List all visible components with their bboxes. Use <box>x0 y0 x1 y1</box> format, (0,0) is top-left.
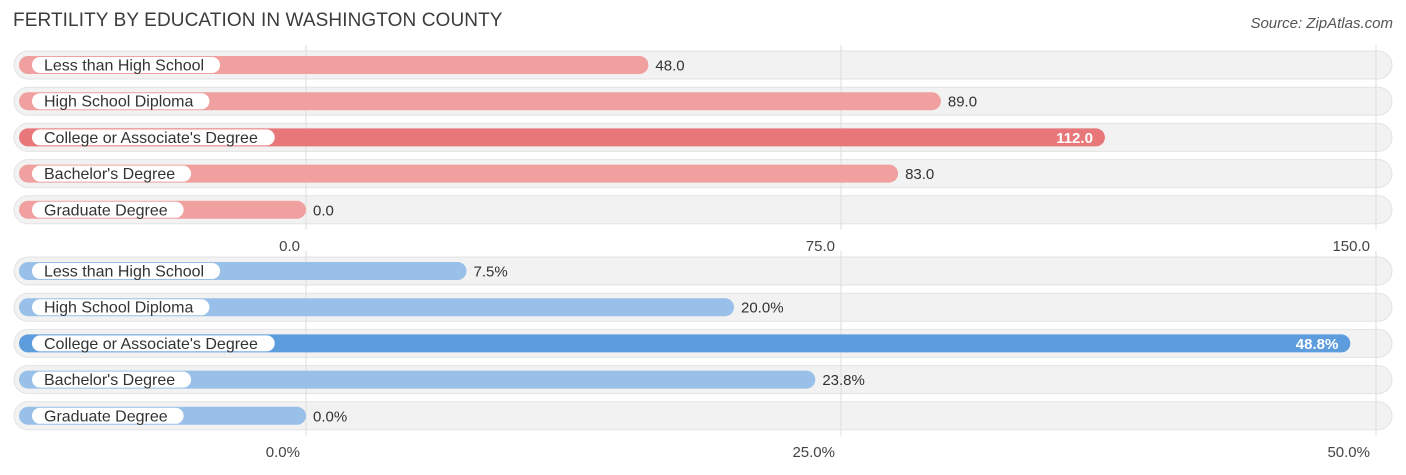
category-label: College or Associate's Degree <box>44 130 258 147</box>
bar-row: Graduate Degree 0.0% <box>19 406 347 425</box>
value-label: 20.0% <box>741 300 784 317</box>
category-label-background <box>32 129 275 146</box>
chart-2: Less than High School 7.5% High School Dip… <box>13 251 1393 461</box>
value-label: 112.0 <box>1056 130 1093 147</box>
category-label: High School Diploma <box>44 94 194 111</box>
value-label: 48.8% <box>1296 336 1339 353</box>
category-label-background <box>32 407 184 424</box>
category-label: Less than High School <box>44 58 204 75</box>
bar-row: Less than High School 48.0 <box>19 56 685 75</box>
bar-row: Bachelor's Degree 23.8% <box>19 370 865 389</box>
tick-label: 0.0% <box>266 444 300 461</box>
bar-row: College or Associate's Degree 112.0 <box>19 128 1105 147</box>
chart-1: Less than High School 48.0 High School Dip… <box>13 45 1393 255</box>
bar-row: Graduate Degree 0.0 <box>19 200 334 219</box>
category-label-background <box>32 263 221 279</box>
tick-label: 50.0% <box>1327 444 1370 461</box>
value-label: 83.0 <box>905 166 934 183</box>
bar <box>19 128 1105 147</box>
tick-label: 150.0 <box>1332 238 1370 255</box>
row-background <box>13 195 1393 225</box>
chart-title: FERTILITY BY EDUCATION IN WASHINGTON COU… <box>13 10 503 31</box>
bar-row: High School Diploma 89.0 <box>19 92 977 111</box>
tick-label: 25.0% <box>792 444 835 461</box>
category-label: Bachelor's Degree <box>44 372 175 389</box>
bar-row: Bachelor's Degree 83.0 <box>19 164 934 183</box>
bar <box>19 164 899 183</box>
bar-row: College or Associate's Degree 48.8% <box>19 334 1351 353</box>
bar <box>19 334 1351 353</box>
category-label: Bachelor's Degree <box>44 166 175 183</box>
value-label: 48.0 <box>655 58 684 75</box>
tick-label: 75.0 <box>806 238 835 255</box>
value-label: 0.0 <box>313 202 334 219</box>
category-label: Graduate Degree <box>44 202 168 219</box>
value-label: 7.5% <box>474 264 508 281</box>
category-label-background <box>32 201 184 218</box>
bar <box>19 370 816 389</box>
category-label-background <box>32 93 210 110</box>
source-label: Source: ZipAtlas.com <box>1250 15 1393 32</box>
value-label: 0.0% <box>313 408 347 425</box>
value-label: 89.0 <box>948 94 977 111</box>
category-label-background <box>32 371 192 388</box>
row-background <box>13 401 1393 431</box>
category-label-background <box>32 165 192 182</box>
category-label-background <box>32 299 210 316</box>
bar-row: Less than High School 7.5% <box>19 262 508 281</box>
tick-label: 0.0 <box>279 238 300 255</box>
category-label: Less than High School <box>44 264 204 281</box>
category-label: Graduate Degree <box>44 408 168 425</box>
category-label: High School Diploma <box>44 300 194 317</box>
category-label-background <box>32 335 275 352</box>
value-label: 23.8% <box>822 372 865 389</box>
bar-row: High School Diploma 20.0% <box>19 298 784 317</box>
category-label: College or Associate's Degree <box>44 336 258 353</box>
bar <box>19 92 941 111</box>
category-label-background <box>32 57 221 73</box>
